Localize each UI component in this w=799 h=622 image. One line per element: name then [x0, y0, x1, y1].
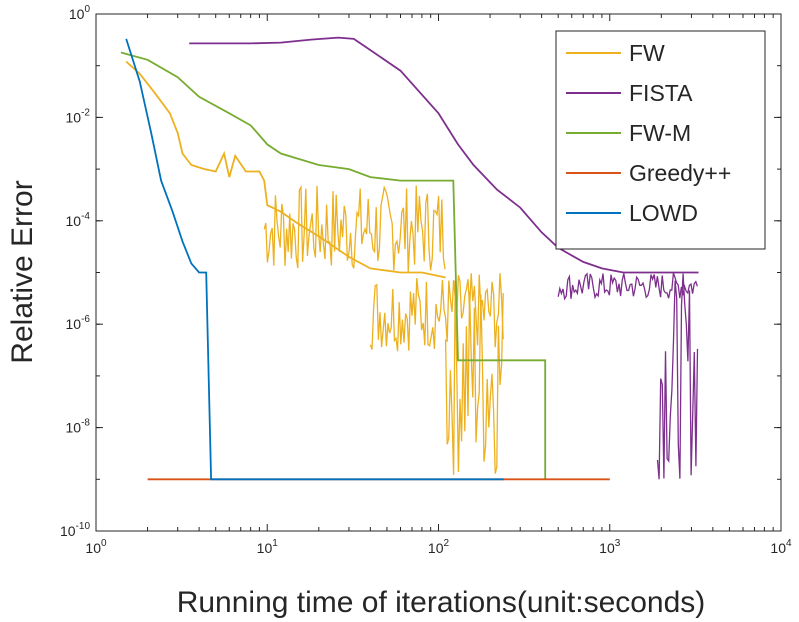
x-axis-label: Running time of iterations(unit:seconds) [177, 586, 706, 619]
x-tick-label: 103 [599, 538, 621, 556]
series-line-lowd [125, 38, 504, 481]
y-tick-label: 10-10 [60, 521, 90, 539]
y-tick-label: 100 [69, 4, 91, 22]
series-line-fw-m [120, 51, 547, 480]
legend: FW FISTA FW-M Greedy++ LOWD [555, 30, 766, 250]
y-tick-label: 10-8 [66, 418, 91, 436]
y-tick-label: 10-4 [66, 211, 91, 229]
series-fista-noise [656, 273, 699, 480]
legend-label-fista: FISTA [629, 80, 693, 106]
y-tick-label: 10-6 [66, 314, 91, 332]
x-tick-label: 104 [770, 538, 792, 556]
series-fw-noise [263, 185, 446, 272]
x-tick-label: 100 [85, 538, 107, 556]
x-tick-label: 101 [257, 538, 279, 556]
plot-frame [95, 13, 782, 532]
y-axis-label: Relative Error [6, 180, 39, 363]
y-tick-label: 10-2 [66, 107, 91, 125]
legend-label-fw: FW [629, 40, 665, 66]
series-group [120, 36, 699, 481]
series-fista-noise [557, 272, 699, 301]
series-line-fista [189, 36, 699, 274]
series-line-fw [125, 60, 446, 279]
legend-label-fw-m: FW-M [629, 120, 691, 146]
legend-label-lowd: LOWD [629, 200, 698, 226]
tick-labels: 100 101 102 103 104 100 10-2 10-4 10-6 10-8 10-10 [60, 4, 792, 556]
x-tick-label: 102 [428, 538, 450, 556]
legend-label-greedy: Greedy++ [629, 160, 731, 186]
